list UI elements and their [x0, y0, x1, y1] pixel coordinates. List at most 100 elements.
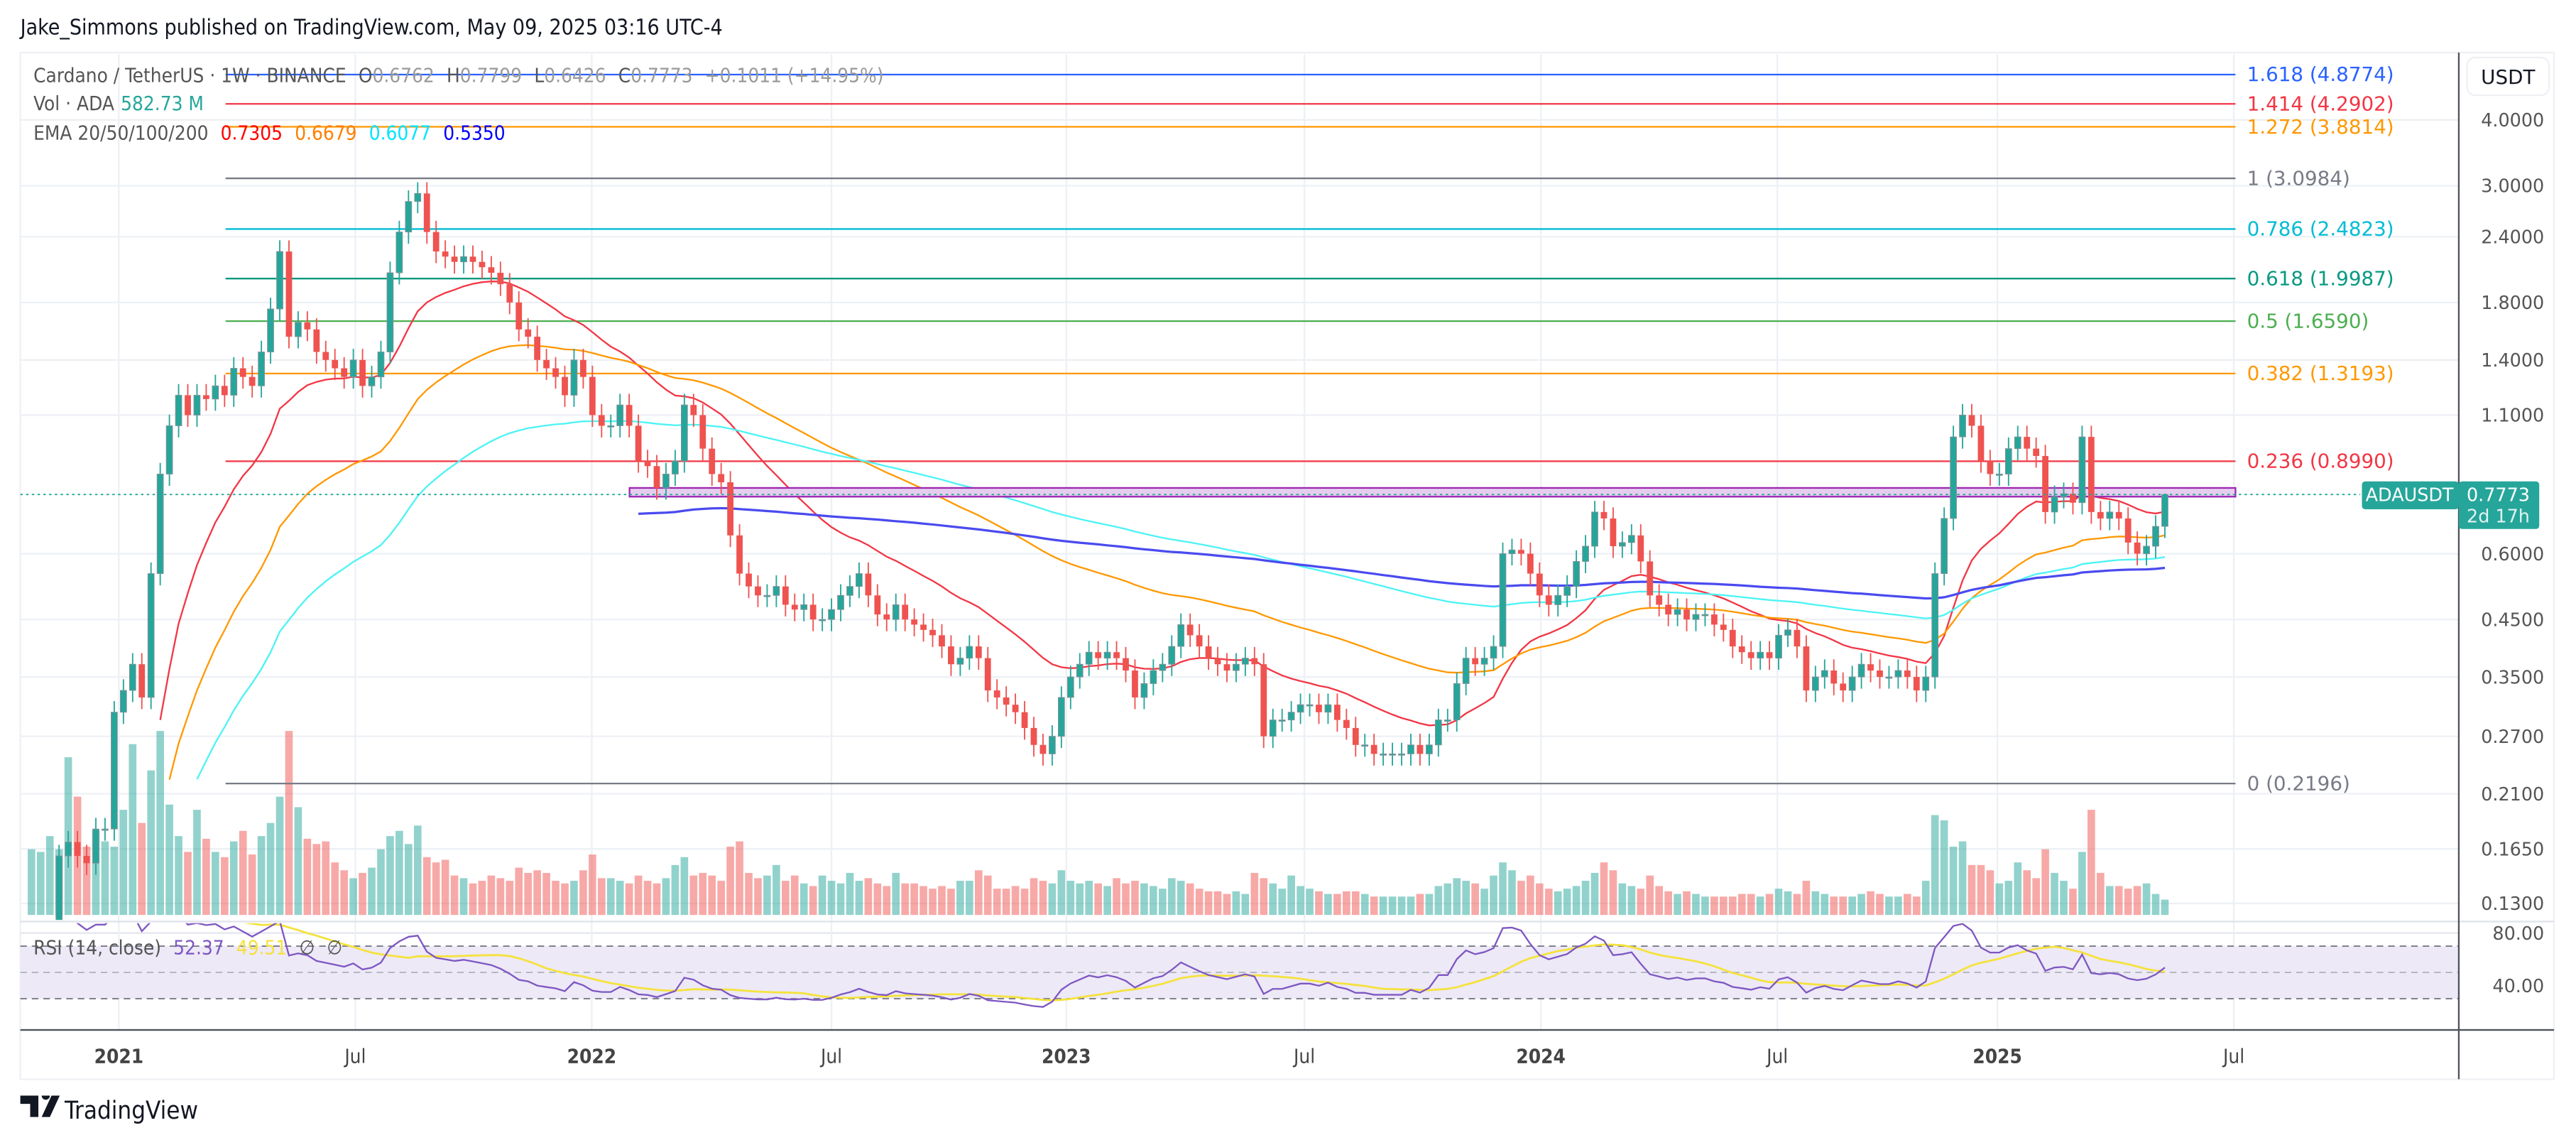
- candle-body: [1398, 753, 1405, 756]
- candle: [1030, 717, 1037, 757]
- candle-body: [1030, 727, 1037, 745]
- candle-body: [709, 448, 716, 474]
- candle: [791, 593, 798, 621]
- candle: [1527, 542, 1534, 586]
- candle-body: [1316, 705, 1322, 712]
- candle-body: [1196, 635, 1203, 647]
- volume-bar: [919, 886, 927, 916]
- symbol-tag: ADAUSDT: [2366, 484, 2454, 505]
- candle: [193, 384, 201, 427]
- volume-bar: [1204, 891, 1213, 916]
- candle-body: [1591, 511, 1598, 547]
- volume-bar: [1360, 894, 1369, 916]
- volume-bar: [1195, 889, 1204, 916]
- candle: [1922, 666, 1930, 702]
- candle: [1591, 501, 1598, 558]
- currency-button[interactable]: USDT: [2466, 56, 2550, 97]
- candle: [1196, 624, 1203, 658]
- time-axis[interactable]: 2021 Jul 2022 Jul 2023 Jul 2024 Jul 2025 Jul: [94, 1044, 2245, 1068]
- candle-body: [1113, 652, 1120, 658]
- volume-bar: [818, 875, 826, 916]
- tradingview-logo[interactable]: TradingView: [20, 1095, 198, 1125]
- candle-body: [755, 586, 761, 596]
- candle-body: [1333, 705, 1341, 720]
- candle: [359, 349, 366, 398]
- candle-body: [956, 658, 964, 665]
- volume-bar: [1968, 864, 1976, 916]
- volume-bar: [1297, 886, 1304, 916]
- candle-body: [129, 663, 136, 691]
- ema50-line: [168, 344, 2166, 780]
- volume-bar: [699, 872, 707, 916]
- candle-body: [828, 609, 835, 620]
- volume-legend[interactable]: Vol · ADA 582.73 M: [33, 92, 204, 115]
- candle: [55, 845, 63, 921]
- support-zone[interactable]: [628, 487, 2237, 498]
- volume-bar: [1462, 881, 1470, 916]
- candle-body: [1692, 614, 1700, 620]
- candle: [1039, 734, 1047, 766]
- candle: [1480, 646, 1488, 676]
- fib-level-label: 0.382 (1.3193): [2247, 362, 2394, 385]
- candle: [83, 845, 90, 875]
- volume-bar: [1563, 889, 1571, 916]
- candle-body: [267, 308, 274, 352]
- fib-retracement[interactable]: 1.618 (4.8774) 1.414 (4.2902)1.272 (3.881…: [225, 63, 2394, 795]
- candle: [1647, 550, 1654, 607]
- price-tick: 0.2700: [2481, 726, 2544, 747]
- candle-body: [635, 425, 642, 462]
- volume-bar: [1600, 862, 1608, 916]
- chart-frame: [19, 51, 2555, 1080]
- volume-bar: [1232, 891, 1240, 916]
- candle: [1710, 603, 1718, 636]
- candle-body: [1278, 720, 1286, 722]
- volume-bar: [1683, 891, 1691, 916]
- volume-bar: [469, 883, 477, 916]
- candle-body: [55, 855, 63, 921]
- volume-bar: [1499, 862, 1507, 916]
- candle-body: [1159, 663, 1167, 671]
- candle-body: [892, 604, 900, 620]
- candle: [2060, 482, 2068, 509]
- candle: [442, 240, 449, 268]
- symbol-legend[interactable]: Cardano / TetherUS · 1W · BINANCE O0.676…: [33, 64, 883, 87]
- publish-line: Jake_Simmons published on TradingView.co…: [19, 16, 723, 40]
- candle: [589, 365, 596, 427]
- candle: [313, 318, 320, 364]
- volume-bar: [395, 830, 403, 916]
- volume-bar: [1213, 891, 1222, 916]
- volume-bar: [377, 849, 385, 916]
- volume-bar: [616, 881, 624, 916]
- candle: [672, 450, 679, 486]
- candle: [386, 261, 394, 364]
- candle: [1012, 693, 1019, 724]
- price-axis[interactable]: 4.0000 3.0000 2.4000 1.8000 1.4000 1.1000 0.60…: [2481, 109, 2544, 997]
- candle-body: [165, 425, 173, 474]
- candle: [1049, 724, 1056, 766]
- volume-bar: [413, 825, 422, 916]
- candle-body: [1095, 652, 1102, 658]
- candle: [2124, 507, 2132, 555]
- rsi-legend[interactable]: RSI (14, close) 52.37 49.51 ∅ ∅: [33, 936, 342, 960]
- candle: [828, 598, 835, 631]
- candle-body: [1021, 712, 1028, 728]
- volume-bar: [2105, 886, 2114, 916]
- ema-legend[interactable]: EMA 20/50/100/200 0.7305 0.6679 0.6077 0…: [33, 121, 506, 145]
- volume-bar: [1443, 883, 1452, 916]
- candle-body: [488, 267, 495, 273]
- candle-body: [395, 232, 403, 273]
- candle-body: [929, 629, 936, 636]
- candle-body: [699, 415, 706, 449]
- candle: [1472, 646, 1479, 676]
- candle: [460, 245, 467, 274]
- candle-body: [1913, 677, 1920, 691]
- candle: [1233, 653, 1240, 683]
- volume-bar: [1397, 896, 1406, 916]
- change-value: +0.1011 (+14.95%): [705, 64, 884, 87]
- time-tick: 2025: [1972, 1044, 2021, 1068]
- volume-bar: [1379, 896, 1387, 916]
- candle: [690, 393, 697, 427]
- candle-body: [1251, 658, 1258, 665]
- candle-body: [497, 273, 504, 285]
